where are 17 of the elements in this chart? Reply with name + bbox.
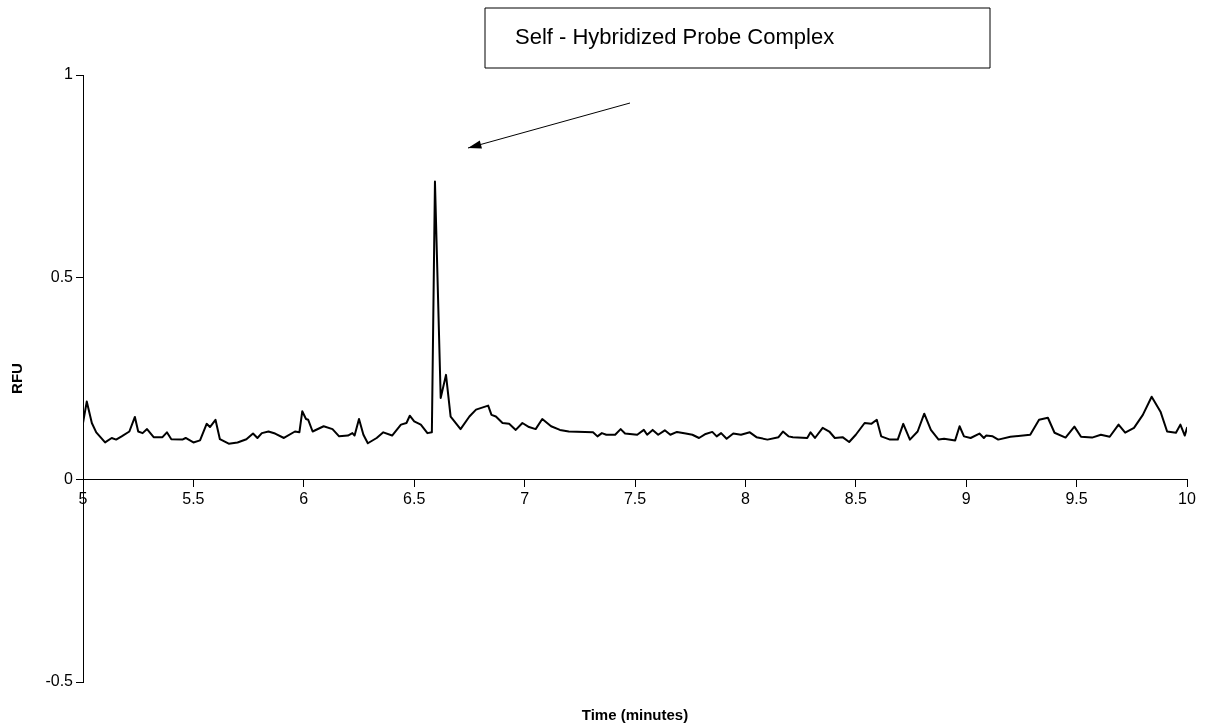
- x-tick-label: 8: [740, 489, 750, 507]
- x-axis-title: Time (minutes): [581, 706, 689, 724]
- y-tick-label: 0: [64, 470, 74, 488]
- x-tick-label: 9: [961, 489, 971, 507]
- x-tick-label: 6: [299, 489, 309, 507]
- x-tick-label: 9.5: [1065, 489, 1088, 507]
- x-tick-label: 8.5: [844, 489, 868, 507]
- text: Self - Hybridized Probe Complex: [515, 24, 835, 50]
- x-tick-label: 6.5: [403, 489, 426, 507]
- x-tick-label: 7: [520, 489, 530, 507]
- y-axis-title: RFU: [8, 363, 26, 394]
- y-tick-label: -0.5: [45, 672, 74, 690]
- x-tick-label: 7.5: [623, 489, 647, 507]
- x-tick-label: 10: [1178, 489, 1196, 507]
- y-tick-label: 1: [64, 65, 74, 83]
- x-tick-label: 5.5: [182, 489, 205, 507]
- y-tick-label: 0.5: [50, 267, 74, 285]
